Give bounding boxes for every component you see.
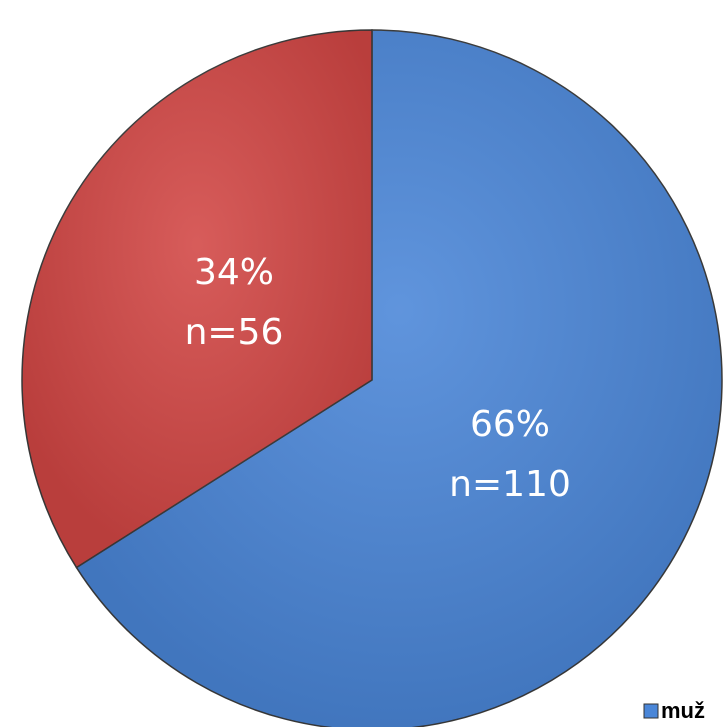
data-label: n=56 — [185, 312, 284, 353]
data-label: 34% — [194, 252, 274, 293]
legend-swatch — [643, 703, 659, 719]
data-label: 66% — [470, 404, 550, 445]
legend-label: muž — [661, 698, 705, 723]
data-label: n=110 — [449, 464, 571, 505]
